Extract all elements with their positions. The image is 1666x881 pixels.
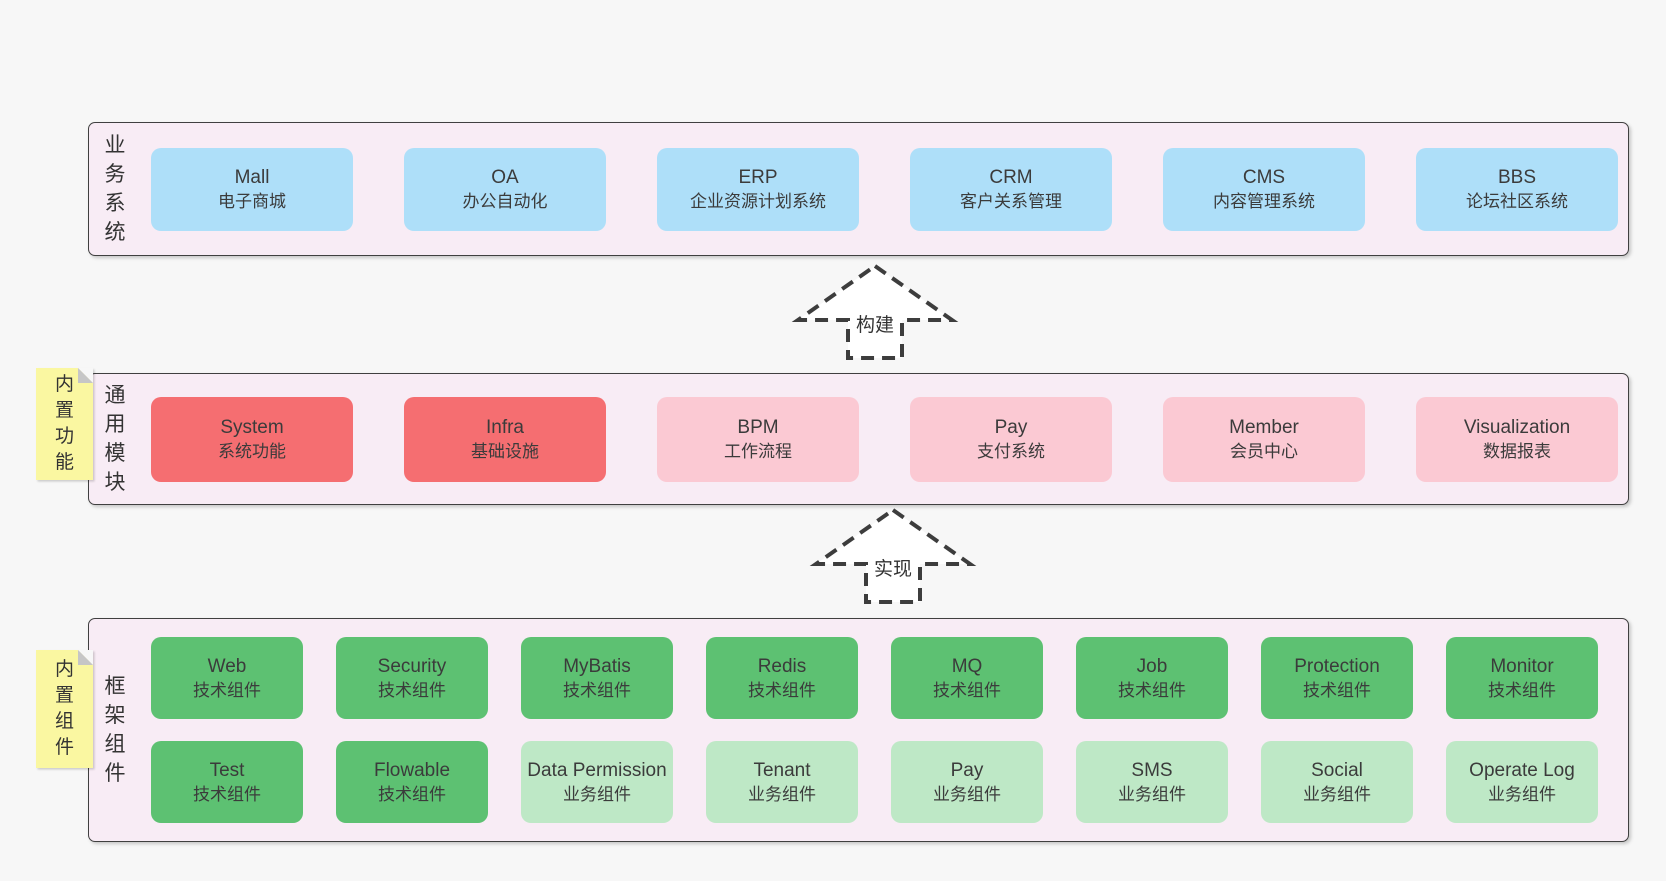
box-subtitle: 业务组件 [933, 784, 1001, 804]
note-label: 内置组件 [54, 659, 74, 758]
arrow-build-label: 构建 [853, 310, 897, 337]
panel-label-framework-components: 框架组件 [104, 675, 126, 785]
box-subtitle: 业务组件 [1118, 784, 1186, 804]
box-system: System 系统功能 [151, 396, 353, 482]
box-title: Member [1229, 416, 1299, 438]
box-title: Web [207, 655, 247, 677]
box-title: Security [377, 655, 447, 677]
box-title: Operate Log [1469, 759, 1575, 781]
box-title: Pay [950, 759, 984, 781]
panel-common-modules: 通用模块 System 系统功能 Infra 基础设施 BPM 工作流程 Pay 支付系统 Mem… [88, 373, 1629, 505]
box-title: CRM [989, 166, 1033, 188]
sticky-note-common-modules: 内置功能 [36, 368, 93, 480]
box-data-permission: Data Permission 业务组件 [521, 741, 673, 823]
box-title: Mall [234, 166, 270, 188]
arrow-build: 构建 [790, 262, 960, 362]
box-web: Web 技术组件 [151, 637, 303, 719]
box-title: Protection [1294, 655, 1380, 677]
box-crm: CRM 客户关系管理 [910, 147, 1112, 231]
box-title: OA [491, 166, 519, 188]
box-subtitle: 业务组件 [748, 784, 816, 804]
box-infra: Infra 基础设施 [404, 396, 606, 482]
box-title: Flowable [373, 759, 451, 781]
box-subtitle: 技术组件 [1118, 680, 1186, 700]
box-cms: CMS 内容管理系统 [1163, 147, 1365, 231]
box-subtitle: 电子商城 [218, 191, 286, 211]
box-oa: OA 办公自动化 [404, 147, 606, 231]
box-title: Tenant [753, 759, 811, 781]
box-title: Monitor [1490, 655, 1554, 677]
box-subtitle: 业务组件 [563, 784, 631, 804]
sticky-note-framework-components: 内置组件 [36, 650, 93, 768]
box-subtitle: 技术组件 [1488, 680, 1556, 700]
box-pay: Pay 支付系统 [910, 396, 1112, 482]
box-title: Pay [994, 416, 1028, 438]
box-subtitle: 技术组件 [378, 680, 446, 700]
box-subtitle: 技术组件 [378, 784, 446, 804]
box-subtitle: 企业资源计划系统 [690, 191, 826, 211]
box-subtitle: 技术组件 [933, 680, 1001, 700]
box-subtitle: 支付系统 [977, 441, 1045, 461]
box-subtitle: 工作流程 [724, 441, 792, 461]
box-member: Member 会员中心 [1163, 396, 1365, 482]
box-subtitle: 技术组件 [748, 680, 816, 700]
box-title: Job [1136, 655, 1168, 677]
box-title: Test [209, 759, 245, 781]
panel-label-business-systems: 业务系统 [104, 134, 126, 244]
box-subtitle: 系统功能 [218, 441, 286, 461]
box-bpm: BPM 工作流程 [657, 396, 859, 482]
box-subtitle: 业务组件 [1303, 784, 1371, 804]
box-tenant: Tenant 业务组件 [706, 741, 858, 823]
box-monitor: Monitor 技术组件 [1446, 637, 1598, 719]
box-sms: SMS 业务组件 [1076, 741, 1228, 823]
box-subtitle: 基础设施 [471, 441, 539, 461]
box-social: Social 业务组件 [1261, 741, 1413, 823]
box-flowable: Flowable 技术组件 [336, 741, 488, 823]
box-mq: MQ 技术组件 [891, 637, 1043, 719]
box-subtitle: 内容管理系统 [1213, 191, 1315, 211]
box-bbs: BBS 论坛社区系统 [1416, 147, 1618, 231]
box-subtitle: 论坛社区系统 [1466, 191, 1568, 211]
box-title: MyBatis [563, 655, 631, 677]
box-title: Redis [757, 655, 807, 677]
box-title: Infra [485, 416, 525, 438]
box-title: Social [1311, 759, 1363, 781]
box-subtitle: 会员中心 [1230, 441, 1298, 461]
box-subtitle: 业务组件 [1488, 784, 1556, 804]
note-label: 内置功能 [54, 374, 74, 473]
box-subtitle: 数据报表 [1483, 441, 1551, 461]
box-subtitle: 技术组件 [193, 680, 261, 700]
box-test: Test 技术组件 [151, 741, 303, 823]
box-visualization: Visualization 数据报表 [1416, 396, 1618, 482]
box-subtitle: 客户关系管理 [960, 191, 1062, 211]
box-security: Security 技术组件 [336, 637, 488, 719]
box-title: BBS [1497, 166, 1537, 188]
panel-framework-components: 框架组件 Web 技术组件 Security 技术组件 MyBatis 技术组件 Redis 技… [88, 618, 1629, 842]
box-operate-log: Operate Log 业务组件 [1446, 741, 1598, 823]
panel-business-systems: 业务系统 Mall 电子商城 OA 办公自动化 ERP 企业资源计划系统 CRM 客户关系管理 C… [88, 122, 1629, 256]
box-title: ERP [738, 166, 778, 188]
box-protection: Protection 技术组件 [1261, 637, 1413, 719]
box-pay: Pay 业务组件 [891, 741, 1043, 823]
box-title: BPM [737, 416, 779, 438]
panel-label-common-modules: 通用模块 [104, 384, 126, 494]
box-title: System [220, 416, 284, 438]
box-title: SMS [1131, 759, 1173, 781]
box-title: MQ [951, 655, 983, 677]
box-subtitle: 技术组件 [193, 784, 261, 804]
box-subtitle: 技术组件 [563, 680, 631, 700]
box-mybatis: MyBatis 技术组件 [521, 637, 673, 719]
box-title: CMS [1242, 166, 1286, 188]
box-redis: Redis 技术组件 [706, 637, 858, 719]
box-subtitle: 办公自动化 [462, 191, 548, 211]
box-mall: Mall 电子商城 [151, 147, 353, 231]
box-title: Visualization [1463, 416, 1571, 438]
box-erp: ERP 企业资源计划系统 [657, 147, 859, 231]
box-subtitle: 技术组件 [1303, 680, 1371, 700]
box-title: Data Permission [527, 759, 667, 781]
arrow-implement: 实现 [808, 506, 978, 606]
box-job: Job 技术组件 [1076, 637, 1228, 719]
arrow-implement-label: 实现 [871, 554, 915, 581]
